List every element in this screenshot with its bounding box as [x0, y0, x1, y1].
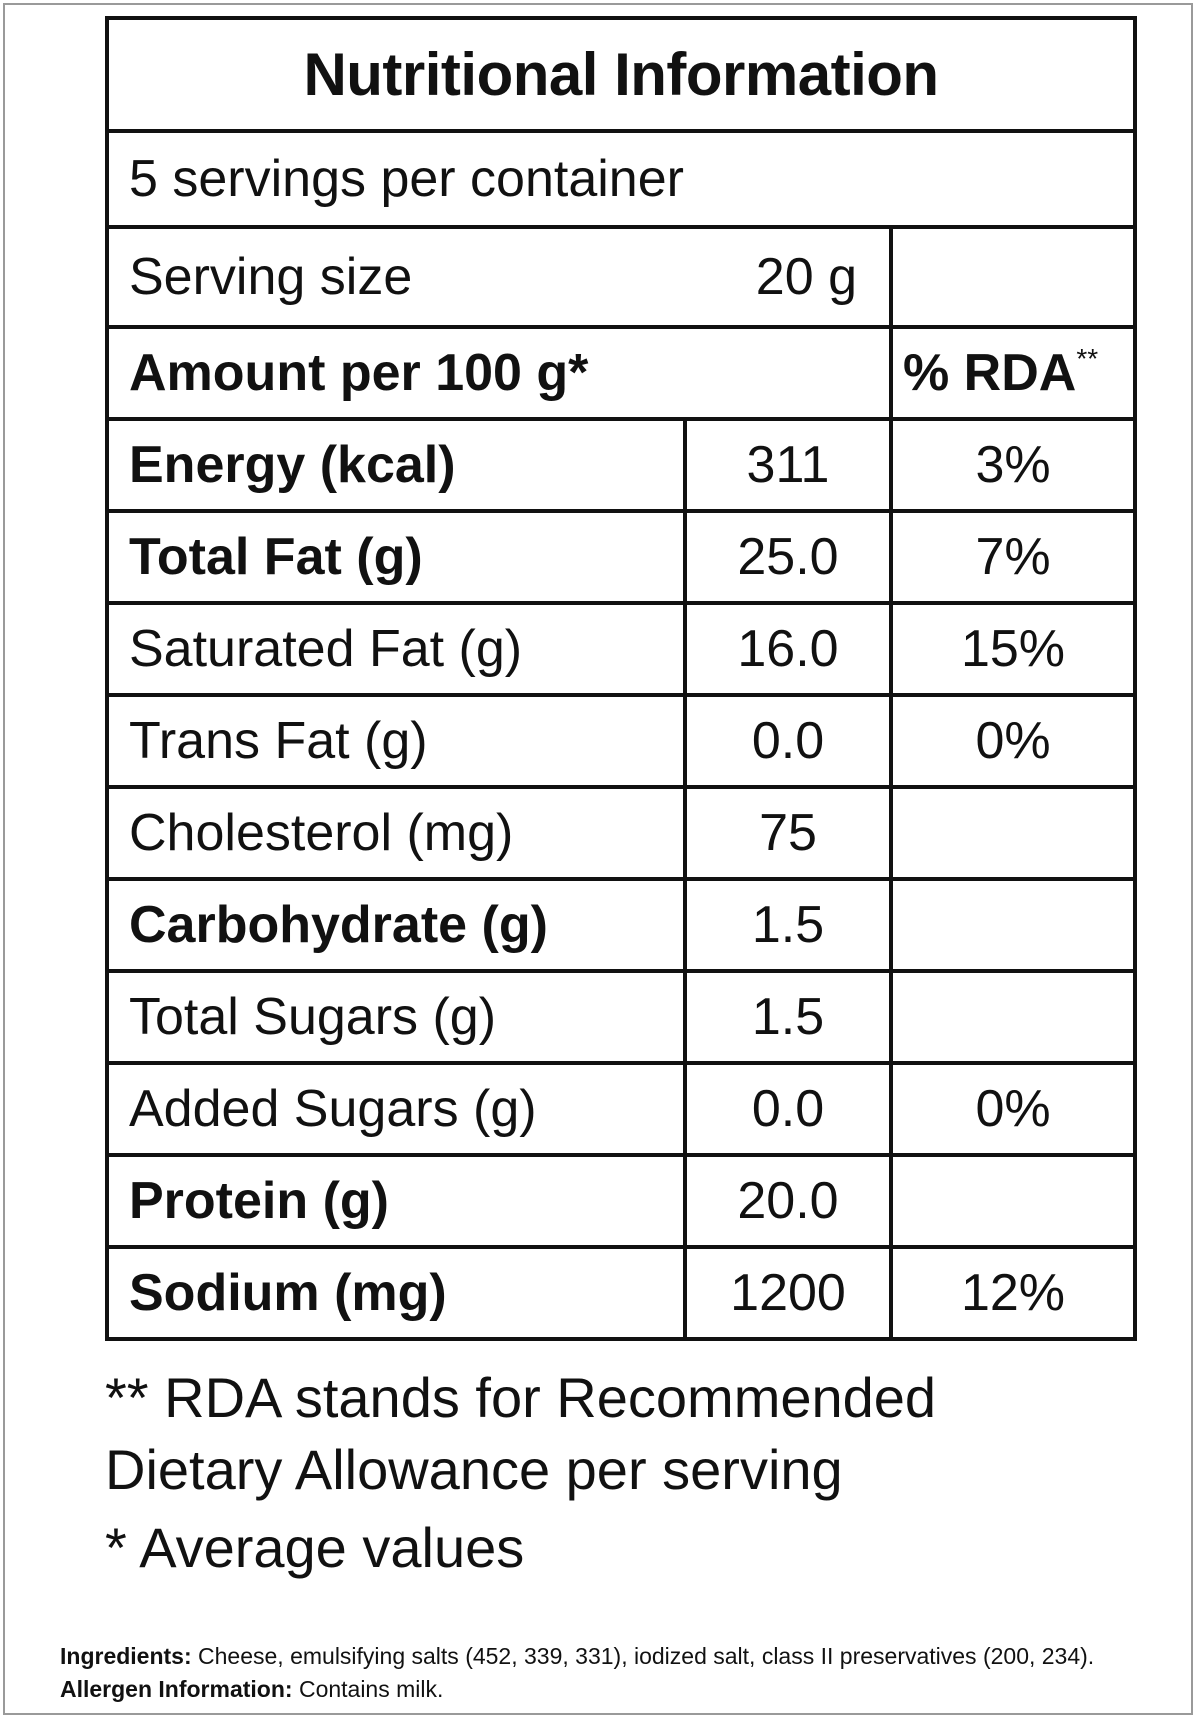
nutrient-row: Added Sugars (g) 0.0 0%: [105, 1061, 1138, 1157]
nutrient-name: Carbohydrate (g): [105, 877, 687, 973]
nutrient-value: 16.0: [683, 601, 893, 697]
nutrient-row: Sodium (mg) 1200 12%: [105, 1245, 1138, 1341]
ingredients-text: Cheese, emulsifying salts (452, 339, 331…: [191, 1643, 1095, 1669]
nutrient-name: Added Sugars (g): [105, 1061, 687, 1157]
label-frame: [3, 3, 1193, 1715]
allergen-text: Contains milk.: [292, 1676, 444, 1702]
nutrient-rda: 3%: [888, 417, 1138, 513]
nutrient-rda: 12%: [888, 1245, 1138, 1341]
nutrient-name: Total Fat (g): [105, 509, 687, 605]
nutrient-name: Saturated Fat (g): [105, 601, 687, 697]
nutrient-name: Sodium (mg): [105, 1245, 687, 1341]
nutrient-value: 311: [683, 417, 893, 513]
nutrient-rda: [888, 969, 1138, 1065]
nutrient-name: Cholesterol (mg): [105, 785, 687, 881]
ingredients-label: Ingredients:: [60, 1643, 192, 1669]
nutrient-value: 1.5: [683, 877, 893, 973]
nutrient-rda: [888, 877, 1138, 973]
footnotes: ** RDA stands for Recommended Dietary Al…: [105, 1362, 1145, 1584]
nutrition-facts-table: Nutritional Information 5 servings per c…: [104, 16, 1138, 1341]
nutrient-rda: [888, 785, 1138, 881]
nutrient-row: Total Fat (g) 25.0 7%: [105, 509, 1138, 605]
nutrient-value: 75: [683, 785, 893, 881]
amount-per-100g-label: Amount per 100 g*: [105, 325, 893, 421]
nutrient-rda: 0%: [888, 693, 1138, 789]
nutrient-row: Carbohydrate (g) 1.5: [105, 877, 1138, 973]
nutrient-row: Saturated Fat (g) 16.0 15%: [105, 601, 1138, 697]
nutrient-value: 0.0: [683, 693, 893, 789]
title-row: Nutritional Information: [104, 16, 1138, 133]
rda-header-label: % RDA: [903, 344, 1077, 402]
nutrient-name: Total Sugars (g): [105, 969, 687, 1065]
nutrient-rda: 7%: [888, 509, 1138, 605]
nutrient-row: Energy (kcal) 311 3%: [105, 417, 1138, 513]
allergen-line: Allergen Information: Contains milk.: [60, 1673, 1170, 1706]
servings-per-container: 5 servings per container: [104, 129, 1138, 229]
nutrient-row: Trans Fat (g) 0.0 0%: [105, 693, 1138, 789]
nutrient-rda: 15%: [888, 601, 1138, 697]
nutrient-value: 1.5: [683, 969, 893, 1065]
nutrient-name: Energy (kcal): [105, 417, 687, 513]
allergen-label: Allergen Information:: [60, 1676, 293, 1702]
average-values-footnote: * Average values: [105, 1516, 525, 1579]
table-title: Nutritional Information: [104, 16, 1138, 133]
ingredients-line: Ingredients: Cheese, emulsifying salts (…: [60, 1640, 1170, 1673]
nutrient-value: 1200: [683, 1245, 893, 1341]
nutrient-value: 0.0: [683, 1061, 893, 1157]
rda-footnote-line-1: ** RDA stands for Recommended: [105, 1366, 937, 1429]
nutrient-row: Cholesterol (mg) 75: [105, 785, 1138, 881]
nutrient-row: Total Sugars (g) 1.5: [105, 969, 1138, 1065]
nutrient-value: 25.0: [683, 509, 893, 605]
serving-size-rda-empty: [888, 225, 1138, 329]
nutrient-name: Protein (g): [105, 1153, 687, 1249]
ingredients-block: Ingredients: Cheese, emulsifying salts (…: [60, 1640, 1170, 1706]
nutrient-rda: 0%: [888, 1061, 1138, 1157]
serving-size-value: 20 g: [685, 225, 893, 329]
nutrient-name: Trans Fat (g): [105, 693, 687, 789]
nutrient-rows: Energy (kcal) 311 3% Total Fat (g) 25.0 7% Sat…: [105, 417, 1138, 1341]
serving-size-label: Serving size: [105, 225, 685, 329]
amount-header-row: Amount per 100 g* % RDA**: [105, 325, 1138, 421]
servings-row: 5 servings per container: [104, 129, 1138, 229]
rda-footnote-line-2: Dietary Allowance per serving: [105, 1438, 843, 1501]
nutrient-rda: [888, 1153, 1138, 1249]
nutrient-row: Protein (g) 20.0: [105, 1153, 1138, 1249]
rda-footnote-marker: **: [1076, 343, 1099, 374]
serving-size-row: Serving size 20 g: [105, 225, 1138, 329]
nutrient-value: 20.0: [683, 1153, 893, 1249]
rda-header: % RDA**: [888, 325, 1138, 421]
